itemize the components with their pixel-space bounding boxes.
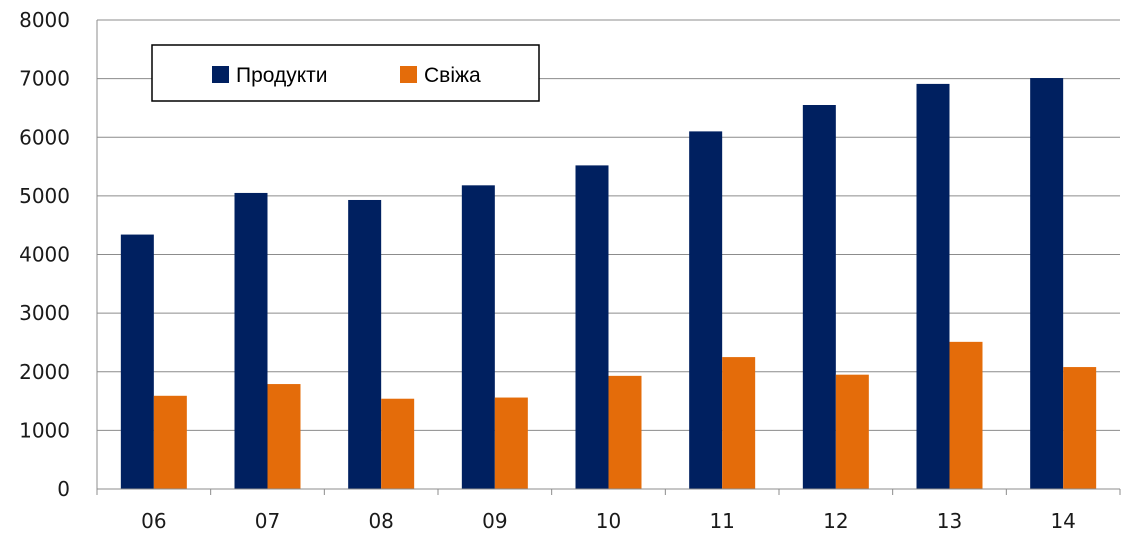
legend-label-produkty: Продукти [236,64,328,87]
y-tick-label: 4000 [19,243,70,267]
bar-svizha-10 [608,375,642,489]
legend-swatch-produkty [212,66,229,83]
x-tick-label: 10 [596,509,621,533]
bar-produkty-08 [348,199,382,489]
axes [96,20,1121,495]
bar-produkty-09 [461,185,495,489]
legend-box [151,44,540,102]
legend: Продукти Свіжа [151,44,540,102]
y-tick-label: 1000 [19,418,70,442]
legend-label-svizha: Свіжа [424,64,481,87]
bar-produkty-06 [120,234,154,489]
bar-produkty-07 [234,192,268,489]
y-tick-label: 2000 [19,360,70,384]
bar-produkty-13 [916,83,950,490]
y-tick-label: 3000 [19,301,70,325]
bar-produkty-12 [802,105,836,489]
bar-svizha-06 [153,395,187,489]
bar-svizha-07 [267,384,301,489]
bar-produkty-14 [1030,78,1064,489]
y-tick-label: 7000 [19,67,70,91]
x-tick-label: 09 [482,509,507,533]
x-tick-label: 06 [141,509,166,533]
x-tick-label: 14 [1050,509,1075,533]
x-tick-label: 11 [709,509,734,533]
y-tick-label: 6000 [19,125,70,149]
y-axis-tick-labels: 0 1000 2000 3000 4000 5000 6000 7000 8000 [19,8,70,501]
y-tick-label: 5000 [19,184,70,208]
bar-svizha-09 [494,397,528,489]
x-tick-label: 13 [937,509,962,533]
bar-svizha-11 [722,357,756,489]
bar-produkty-11 [689,131,723,489]
bar-svizha-12 [835,374,869,489]
bar-produkty-10 [575,165,609,489]
x-tick-label: 12 [823,509,848,533]
y-tick-label: 0 [57,477,70,501]
bars [120,78,1097,490]
bar-svizha-14 [1063,367,1097,489]
x-tick-label: 07 [255,509,280,533]
bar-svizha-13 [949,341,983,489]
x-axis-tick-labels: 06 07 08 09 10 11 12 13 14 [141,509,1076,533]
x-tick-label: 08 [368,509,393,533]
y-tick-label: 8000 [19,8,70,32]
bar-svizha-08 [381,398,415,489]
legend-swatch-svizha [400,66,417,83]
